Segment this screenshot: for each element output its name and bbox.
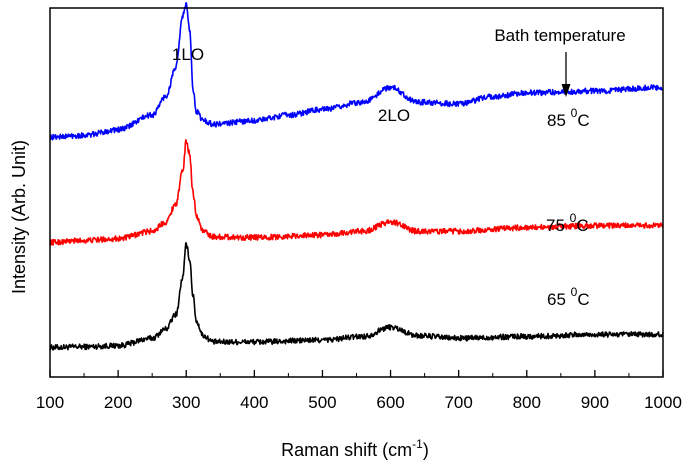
x-tick-label-1000: 1000 — [644, 393, 682, 412]
x-tick-label-400: 400 — [240, 393, 268, 412]
bath-temperature-arrow-head — [561, 84, 571, 97]
temp-label-85: 85 0C — [547, 106, 590, 130]
x-tick-label-100: 100 — [36, 393, 64, 412]
temp-label-75-value: 75 — [546, 216, 565, 235]
temp-label-85-value: 85 — [547, 111, 566, 130]
x-tick-label-300: 300 — [172, 393, 200, 412]
x-axis-label-main: Raman shift (cm — [281, 440, 412, 460]
series-line-65 — [49, 242, 664, 351]
y-axis-label: Intensity (Arb. Unit) — [9, 140, 29, 294]
x-axis-label: Raman shift (cm-1) — [281, 437, 429, 460]
temp-label-65-sup: 0 — [571, 285, 578, 299]
temp-label-65: 65 0C — [547, 285, 590, 309]
temp-label-65-unit: C — [577, 290, 589, 309]
temp-label-75-sup: 0 — [570, 211, 577, 225]
x-tick-label-500: 500 — [308, 393, 336, 412]
temp-label-85-unit: C — [577, 111, 589, 130]
temp-label-75-unit: C — [576, 216, 588, 235]
series-line-75 — [49, 139, 664, 246]
plot-frame — [49, 7, 664, 378]
x-tick-label-800: 800 — [513, 393, 541, 412]
temp-label-85-sup: 0 — [571, 106, 578, 120]
x-tick-label-200: 200 — [104, 393, 132, 412]
x-tick-label-700: 700 — [444, 393, 472, 412]
x-axis-label-end: ) — [423, 440, 429, 460]
temp-label-65-value: 65 — [547, 290, 566, 309]
series-lines — [49, 2, 664, 351]
x-axis-label-sup: -1 — [412, 437, 423, 451]
x-tick-label-600: 600 — [376, 393, 404, 412]
x-axis: 100 200 300 400 500 600 700 800 900 1000 — [36, 370, 682, 412]
peak-2lo-label: 2LO — [378, 106, 410, 125]
bath-temperature-label: Bath temperature — [494, 26, 625, 45]
series-line-85 — [49, 2, 664, 141]
peak-1lo-label: 1LO — [172, 45, 204, 64]
x-tick-label-900: 900 — [581, 393, 609, 412]
temp-label-75: 75 0C — [546, 211, 589, 235]
